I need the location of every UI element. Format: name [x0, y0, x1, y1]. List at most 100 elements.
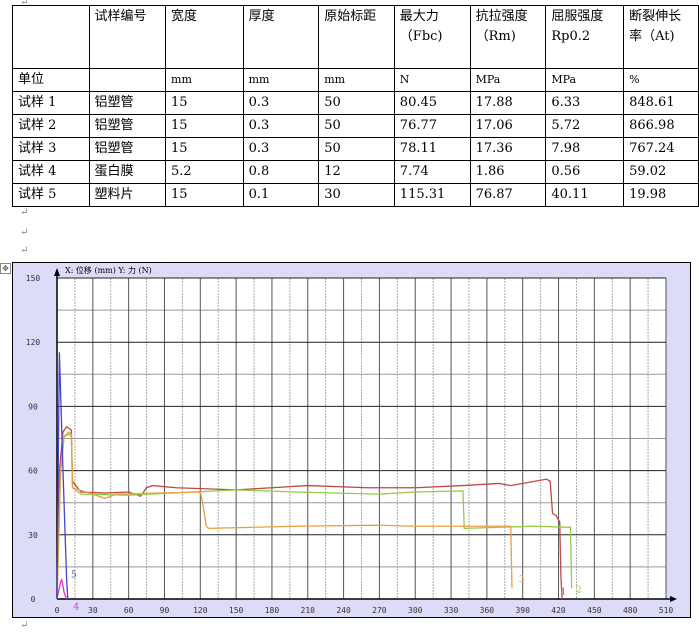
- table-cell: 115.31: [393, 183, 471, 207]
- table-cell: 76.77: [393, 114, 471, 138]
- table-cell: 0.3: [242, 91, 320, 115]
- table-cell: 17.88: [469, 91, 547, 115]
- table-cell: 80.45: [393, 91, 471, 115]
- paragraph-mark: ↵: [20, 620, 29, 631]
- table-cell: 866.98: [623, 114, 699, 138]
- x-tick-label: 390: [515, 606, 530, 615]
- table-cell: 78.11: [393, 137, 471, 161]
- header-cell: 试样编号: [88, 5, 167, 69]
- header-cell: 最大力（Fbc): [393, 5, 471, 69]
- table-cell: 0.1: [242, 183, 320, 207]
- y-tick-label: 60: [28, 467, 38, 476]
- table-cell: 15: [165, 183, 244, 207]
- table-row: 试样 4 蛋白膜 5.2 0.8 12 7.74 1.86 0.56 59.02: [12, 160, 699, 184]
- table-cell: 0.8: [242, 160, 320, 184]
- x-tick-label: 60: [124, 606, 134, 615]
- x-tick-label: 510: [659, 606, 674, 615]
- x-tick-label: 360: [480, 606, 495, 615]
- x-tick-label: 0: [55, 606, 60, 615]
- chart-svg: 0 30 60 90 120 150 180 210 240 270 300 330 360 390 420…: [26, 265, 677, 615]
- units-row: 单位 mm mm mm N MPa MPa%: [12, 68, 699, 92]
- table-cell: 15: [165, 114, 244, 138]
- unit-cell: 单位: [12, 68, 90, 92]
- x-tick-label: 180: [265, 606, 280, 615]
- unit-cell: %: [623, 68, 699, 92]
- table-cell: 17.06: [469, 114, 547, 138]
- series-line-2: [56, 433, 573, 600]
- unit-cell: mm: [242, 68, 320, 92]
- series-label-1: 1: [561, 588, 567, 598]
- unit-cell: MPa: [469, 68, 547, 92]
- x-tick-label: 240: [336, 606, 351, 615]
- unit-cell: [88, 68, 167, 92]
- series-line-5: [56, 352, 69, 600]
- unit-cell: MPa: [545, 68, 625, 92]
- x-tick-label: 450: [587, 606, 602, 615]
- table-cell: 试样 2: [12, 114, 90, 138]
- table-cell: 0.3: [242, 137, 320, 161]
- x-tick-label: 420: [551, 606, 566, 615]
- series-label-2: 2: [576, 586, 582, 596]
- x-tick-label: 480: [623, 606, 638, 615]
- paragraph-mark: ↵: [20, 245, 29, 256]
- table-cell: 30: [318, 183, 395, 207]
- move-handle-icon[interactable]: ✥: [0, 263, 11, 274]
- unit-cell: mm: [318, 68, 395, 92]
- table-cell: 1.86: [469, 160, 547, 184]
- table-row: 试样 5 塑料片 15 0.1 30 115.31 76.87 40.11 19.98: [12, 183, 699, 207]
- series-label-3: 3: [519, 575, 525, 585]
- table-row: 试样 3 铝塑管 15 0.3 50 78.11 17.36 7.98 767.24: [12, 137, 699, 161]
- y-axis-arrow-icon: [54, 268, 60, 276]
- header-cell: 抗拉强度（Rm): [469, 5, 547, 69]
- y-tick-label: 0: [31, 595, 36, 604]
- table-cell: 5.72: [545, 114, 625, 138]
- table-cell: 试样 5: [12, 183, 90, 207]
- x-tick-label: 210: [301, 606, 316, 615]
- series-line-4: [56, 577, 68, 600]
- series-line-3: [56, 431, 513, 600]
- y-tick-label: 30: [28, 531, 38, 540]
- table-cell: 0.56: [545, 160, 625, 184]
- table-cell: 蛋白膜: [88, 160, 167, 184]
- header-cell: 屈服强度 Rp0.2: [545, 5, 625, 69]
- y-tick-label: 150: [26, 274, 41, 283]
- table-cell: 铝塑管: [88, 137, 167, 161]
- table-cell: 15: [165, 91, 244, 115]
- unit-cell: N: [393, 68, 471, 92]
- table-cell: 76.87: [469, 183, 547, 207]
- table-cell: 试样 1: [12, 91, 90, 115]
- x-tick-label: 120: [193, 606, 208, 615]
- table-cell: 19.98: [623, 183, 699, 207]
- table-cell: 848.61: [623, 91, 699, 115]
- header-cell: [12, 5, 90, 69]
- table-row: 试样 1 铝塑管 15 0.3 50 80.45 17.88 6.33 848.61: [12, 91, 699, 115]
- header-row: 试样编号 宽度 厚度 原始标距 最大力（Fbc) 抗拉强度（Rm) 屈服强度 R…: [12, 5, 699, 69]
- table-cell: 50: [318, 137, 395, 161]
- series-label-4: 4: [73, 603, 79, 613]
- header-cell: 宽度: [165, 5, 244, 69]
- table-cell: 15: [165, 137, 244, 161]
- header-cell: 断裂伸长率（At): [623, 5, 699, 69]
- table-cell: 试样 4: [12, 160, 90, 184]
- table-cell: 50: [318, 91, 395, 115]
- x-tick-label: 330: [444, 606, 459, 615]
- x-tick-label: 30: [88, 606, 98, 615]
- table-cell: 40.11: [545, 183, 625, 207]
- paragraph-mark: ↵: [20, 0, 29, 8]
- table-cell: 17.36: [469, 137, 547, 161]
- table-cell: 50: [318, 114, 395, 138]
- table-cell: 5.2: [165, 160, 244, 184]
- x-tick-label: 270: [372, 606, 387, 615]
- results-table: 试样编号 宽度 厚度 原始标距 最大力（Fbc) 抗拉强度（Rm) 屈服强度 R…: [12, 5, 699, 207]
- y-tick-label: 120: [26, 338, 41, 347]
- table-cell: 铝塑管: [88, 114, 167, 138]
- table-row: 试样 2 铝塑管 15 0.3 50 76.77 17.06 5.72 866.98: [12, 114, 699, 138]
- force-displacement-chart: 0 30 60 90 120 150 180 210 240 270 300 330 360 390 420…: [12, 262, 691, 618]
- table-cell: 767.24: [623, 137, 699, 161]
- x-axis-arrow-icon: [670, 596, 677, 602]
- table-cell: 0.3: [242, 114, 320, 138]
- y-tick-label: 90: [28, 402, 38, 411]
- unit-cell: mm: [165, 68, 244, 92]
- table-cell: 7.74: [393, 160, 471, 184]
- x-tick-label: 150: [229, 606, 244, 615]
